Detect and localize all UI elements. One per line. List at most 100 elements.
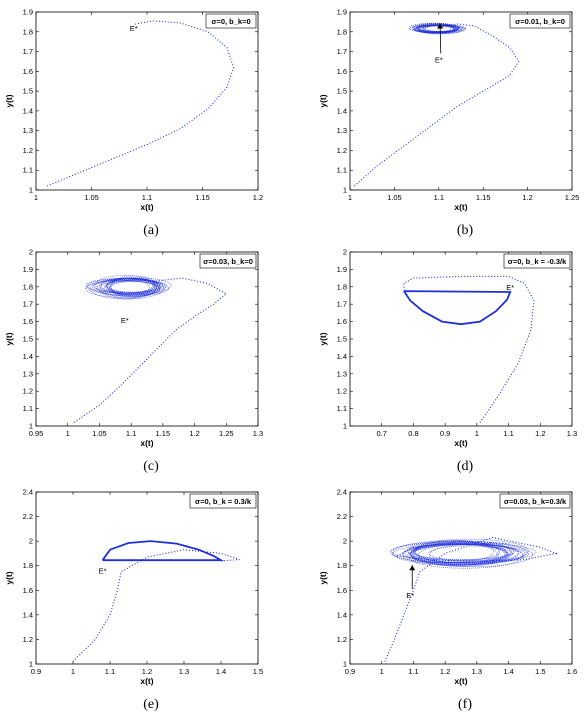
y-axis-label: y(t) bbox=[318, 94, 328, 107]
series-1-line bbox=[73, 277, 228, 423]
y-tick-label: 2.2 bbox=[337, 512, 347, 521]
panel-label: (c) bbox=[143, 459, 159, 474]
panel-label: (f) bbox=[458, 697, 472, 712]
cluster-loop bbox=[391, 540, 507, 565]
x-axis-label: x(t) bbox=[140, 202, 153, 212]
x-tick-label: 1.15 bbox=[476, 193, 491, 202]
cluster-loop bbox=[106, 277, 157, 295]
x-tick-label: 1.4 bbox=[216, 667, 226, 676]
panel-label: (e) bbox=[143, 697, 159, 712]
x-tick-label: 1 bbox=[71, 667, 75, 676]
panel-d: 0.7 0.8 0.9 1 1.1 1.2 1.3 1 1.1 1.2 1.3 1.4 1.5 1.6 1.… bbox=[318, 248, 577, 475]
x-tick-label: 1.25 bbox=[565, 193, 580, 202]
series-2-line bbox=[403, 290, 512, 326]
series-1-line bbox=[46, 20, 235, 187]
y-tick-label: 1.6 bbox=[337, 67, 347, 76]
x-tick-label: 1.2 bbox=[535, 429, 545, 438]
equilibrium-label: E* bbox=[435, 55, 443, 64]
cluster-loop bbox=[413, 543, 537, 562]
x-tick-label: 1.2 bbox=[440, 667, 450, 676]
cluster-loop bbox=[422, 25, 457, 34]
y-tick-label: 1.7 bbox=[23, 47, 33, 56]
x-tick-label: 1.15 bbox=[195, 193, 210, 202]
legend-box bbox=[189, 493, 257, 509]
legend-box bbox=[205, 13, 257, 29]
legend-text: σ=0.03, b_k=0 bbox=[203, 257, 253, 266]
y-tick-label: 1.4 bbox=[23, 610, 33, 619]
cluster-loop bbox=[94, 275, 155, 296]
y-tick-label: 1.2 bbox=[23, 387, 33, 396]
x-tick-label: 1.1 bbox=[142, 193, 152, 202]
y-tick-label: 1.3 bbox=[23, 126, 33, 135]
legend-box bbox=[503, 253, 571, 269]
x-axis-label: x(t) bbox=[140, 676, 153, 686]
equilibrium-label: E* bbox=[406, 591, 414, 600]
y-tick-label: 1.8 bbox=[337, 27, 347, 36]
y-tick-label: 1.6 bbox=[337, 586, 347, 595]
series-1-line bbox=[384, 536, 559, 662]
legend-box bbox=[509, 13, 571, 29]
cluster-loop bbox=[423, 24, 457, 33]
cluster-loop bbox=[92, 279, 169, 297]
y-tick-label: 1.8 bbox=[337, 282, 347, 291]
x-tick-label: 1.2 bbox=[253, 193, 263, 202]
axes-frame bbox=[35, 491, 259, 665]
cluster-loop bbox=[412, 544, 529, 564]
y-tick-label: 1.5 bbox=[337, 87, 347, 96]
y-tick-label: 1.6 bbox=[23, 67, 33, 76]
x-tick-label: 1.3 bbox=[472, 667, 482, 676]
cluster-loop bbox=[410, 543, 499, 567]
x-tick-label: 1.15 bbox=[156, 429, 171, 438]
y-tick-label: 1.3 bbox=[337, 126, 347, 135]
y-tick-label: 1.1 bbox=[337, 404, 347, 413]
cluster-loop bbox=[416, 24, 455, 33]
x-tick-label: 1 bbox=[348, 193, 352, 202]
x-tick-label: 1.05 bbox=[84, 193, 99, 202]
cluster-loop bbox=[413, 25, 456, 34]
cluster-loop bbox=[408, 22, 459, 34]
y-tick-label: 2.4 bbox=[337, 488, 347, 497]
y-tick-label: 1.2 bbox=[337, 387, 347, 396]
y-tick-label: 2 bbox=[29, 537, 33, 546]
y-tick-label: 2.2 bbox=[23, 512, 33, 521]
y-tick-label: 1 bbox=[29, 422, 33, 431]
y-tick-label: 1.4 bbox=[337, 610, 347, 619]
y-tick-label: 1.9 bbox=[337, 8, 347, 17]
panel-e: 0.9 1 1.1 1.2 1.3 1.4 1.511.21.41.61.822.22.4x… bbox=[4, 488, 263, 713]
x-tick-label: 1.1 bbox=[105, 667, 115, 676]
y-axis-label: y(t) bbox=[4, 571, 14, 584]
y-tick-label: 1.1 bbox=[23, 404, 33, 413]
cluster-loop bbox=[409, 542, 505, 566]
cluster-loop bbox=[106, 278, 154, 293]
series-1-line bbox=[72, 549, 240, 662]
legend-text: σ=0, b_k = -0.3/k bbox=[508, 257, 567, 266]
x-tick-label: 1.6 bbox=[567, 667, 577, 676]
y-tick-label: 1.8 bbox=[337, 561, 347, 570]
axes-frame bbox=[349, 251, 573, 427]
x-tick-label: 1.05 bbox=[387, 193, 402, 202]
y-tick-label: 1.1 bbox=[23, 166, 33, 175]
cluster-loop bbox=[406, 538, 529, 563]
y-tick-label: 2 bbox=[343, 248, 347, 257]
arrow-head bbox=[409, 565, 416, 571]
y-tick-label: 1.6 bbox=[23, 317, 33, 326]
x-tick-label: 1.05 bbox=[92, 429, 107, 438]
y-axis-label: y(t) bbox=[318, 332, 328, 345]
axes-frame bbox=[349, 491, 573, 665]
x-tick-label: 1.5 bbox=[253, 667, 263, 676]
cluster-loop bbox=[414, 541, 527, 565]
cluster-loop bbox=[108, 281, 158, 296]
y-tick-label: 1.5 bbox=[23, 87, 33, 96]
y-tick-label: 1.6 bbox=[337, 317, 347, 326]
cluster-loop bbox=[103, 278, 156, 299]
equilibrium-label: E* bbox=[121, 316, 129, 325]
x-tick-label: 1.3 bbox=[253, 429, 263, 438]
panel-f: 0.9 1 1.1 1.2 1.3 1.4 1.5 1.611.21.41.61.822.22… bbox=[318, 488, 577, 713]
noise-cluster bbox=[85, 275, 172, 300]
cluster-loop bbox=[403, 543, 520, 563]
y-tick-label: 1 bbox=[343, 660, 347, 669]
y-tick-label: 1.2 bbox=[337, 146, 347, 155]
x-tick-label: 1.25 bbox=[219, 429, 234, 438]
y-tick-label: 2 bbox=[29, 248, 33, 257]
